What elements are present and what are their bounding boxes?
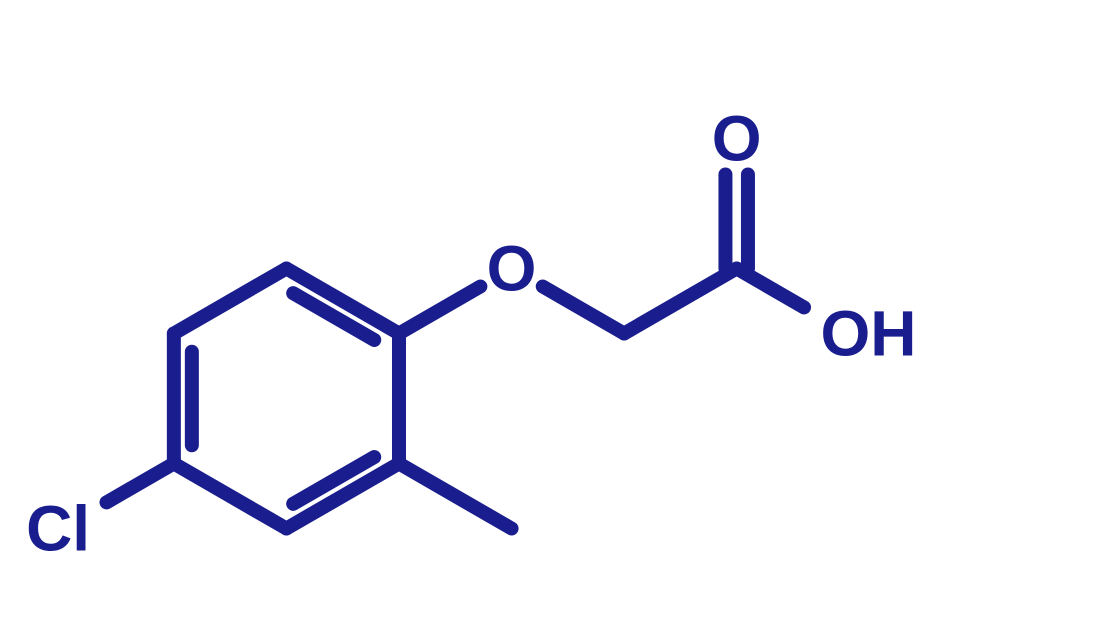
bond-c5-c6 (286, 457, 399, 528)
labels-layer: Cl O O OH (26, 103, 916, 565)
bond-c3-c4 (286, 269, 399, 340)
bond-c2-c3 (174, 269, 287, 334)
molecule-diagram: Cl O O OH (0, 0, 1100, 617)
bond-c8-oh (737, 269, 804, 308)
bond-c1-c2 (174, 334, 192, 464)
bond-c5-me (399, 464, 512, 529)
atom-label-cl: Cl (26, 493, 90, 565)
bond-c4-o1 (399, 287, 480, 334)
atom-label-o1: O (487, 233, 537, 305)
bond-c7-c8 (624, 269, 737, 334)
bond-c6-c1 (174, 464, 287, 529)
bond-o1-c7 (543, 287, 624, 334)
atom-label-oh: OH (820, 298, 916, 370)
atom-label-o2: O (712, 103, 762, 175)
bonds-layer (106, 175, 804, 529)
bond-c8-o2 (725, 175, 748, 269)
bond-c1-cl (106, 464, 173, 503)
